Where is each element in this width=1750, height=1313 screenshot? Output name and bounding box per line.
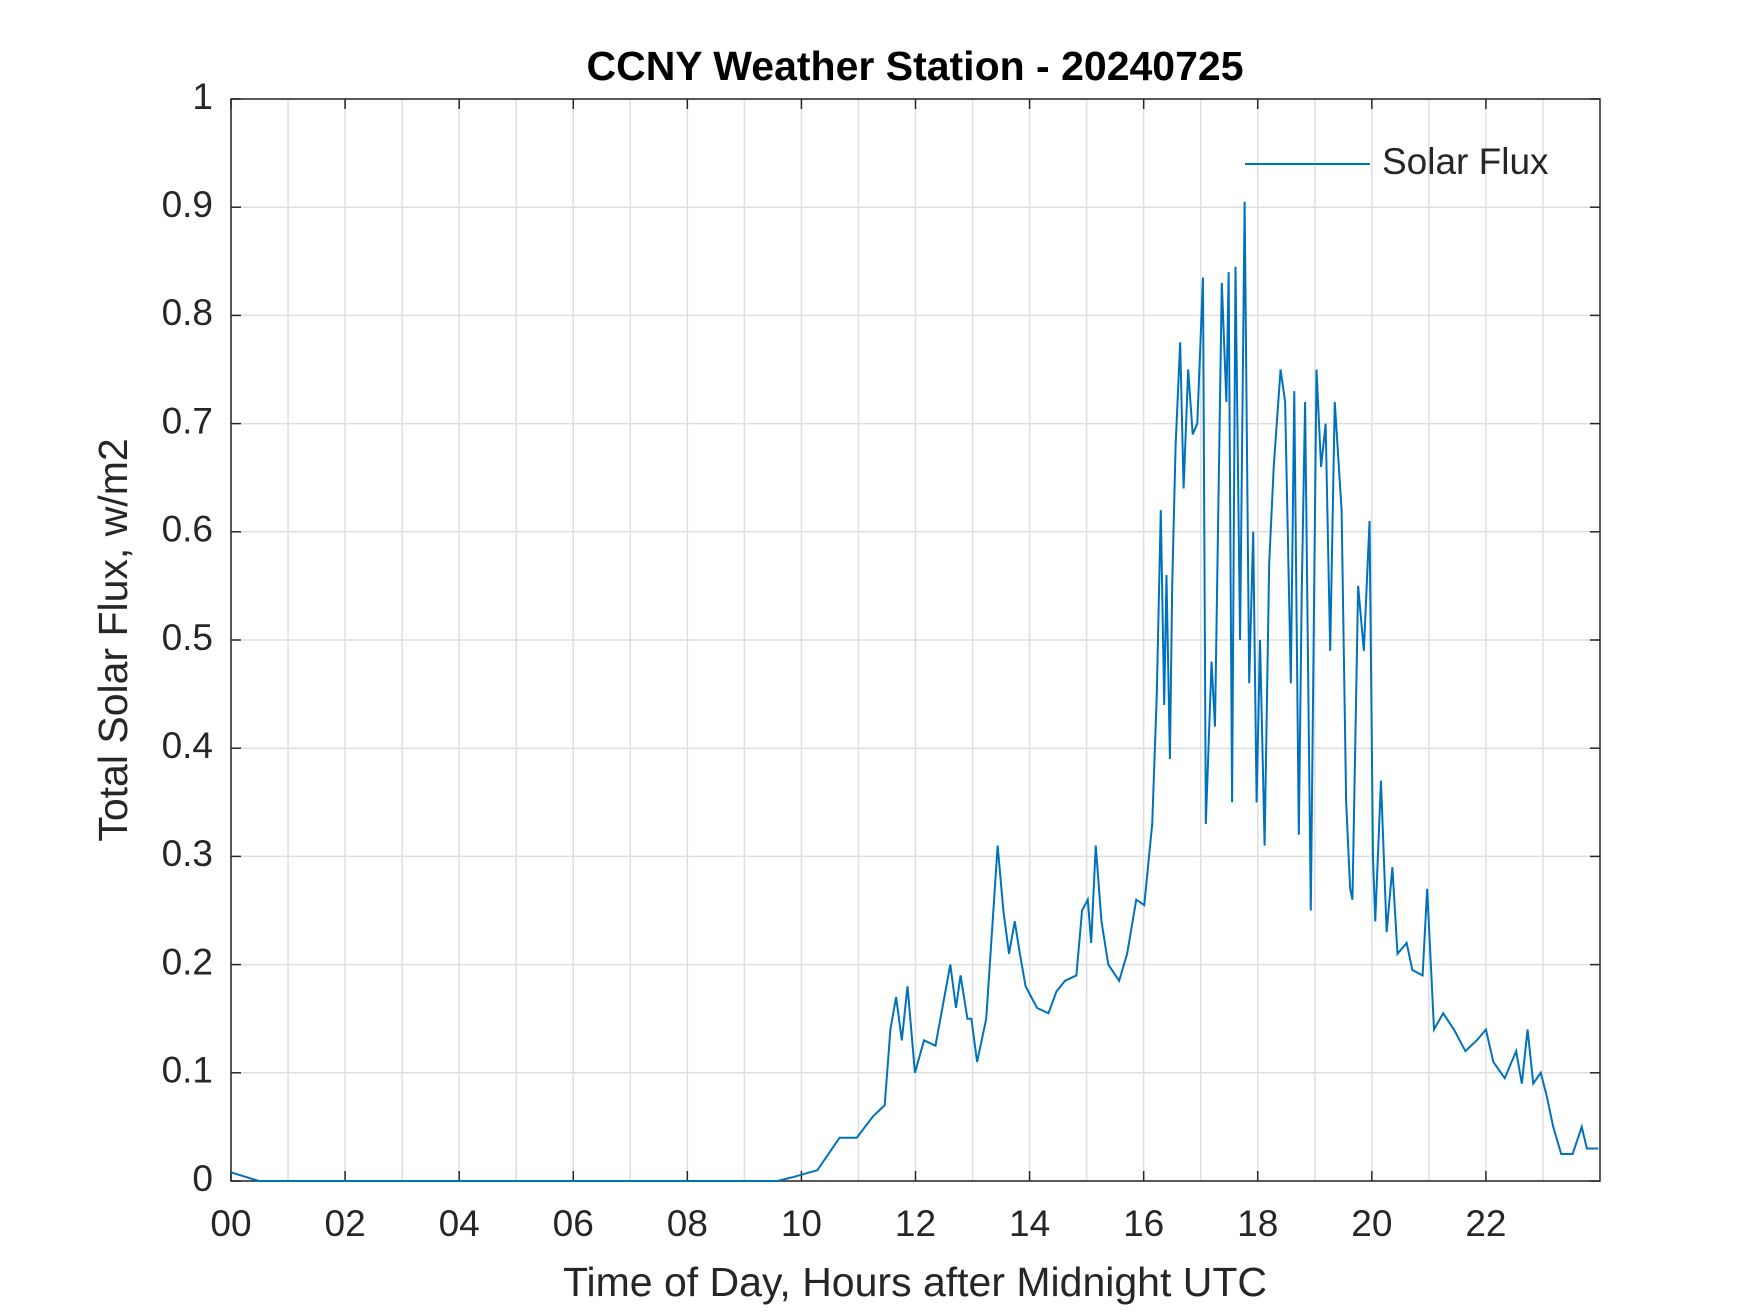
x-tick-label: 02 (325, 1203, 366, 1244)
y-tick-label: 0.6 (162, 509, 213, 550)
x-tick-label: 00 (210, 1203, 251, 1244)
x-tick-label: 16 (1123, 1203, 1164, 1244)
x-tick-label: 14 (1009, 1203, 1050, 1244)
x-tick-label: 10 (781, 1203, 822, 1244)
plot-frame (230, 98, 1601, 1182)
x-tick-label: 18 (1237, 1203, 1278, 1244)
x-tick-label: 08 (667, 1203, 708, 1244)
x-tick-label: 20 (1351, 1203, 1392, 1244)
x-tick-label: 22 (1465, 1203, 1506, 1244)
y-tick-label: 0.2 (162, 941, 213, 982)
x-axis-label: Time of Day, Hours after Midnight UTC (563, 1259, 1267, 1305)
y-tick-label: 0.4 (162, 725, 213, 766)
y-tick-label: 0.9 (162, 184, 213, 225)
y-tick-label: 0.3 (162, 833, 213, 874)
chart-title: CCNY Weather Station - 20240725 (586, 43, 1243, 89)
y-axis-label: Total Solar Flux, w/m2 (90, 438, 136, 841)
y-tick-label: 0.8 (162, 292, 213, 333)
x-tick-label: 04 (439, 1203, 480, 1244)
legend-label: Solar Flux (1382, 141, 1549, 182)
y-tick-label: 0 (192, 1158, 213, 1199)
x-tick-label: 06 (553, 1203, 594, 1244)
data-line (230, 201, 1599, 1182)
y-tick-label: 0.7 (162, 400, 213, 441)
y-tick-label: 0.5 (162, 617, 213, 658)
y-tick-label: 0.1 (162, 1050, 213, 1091)
y-tick-label: 1 (192, 76, 213, 117)
x-tick-label: 12 (895, 1203, 936, 1244)
